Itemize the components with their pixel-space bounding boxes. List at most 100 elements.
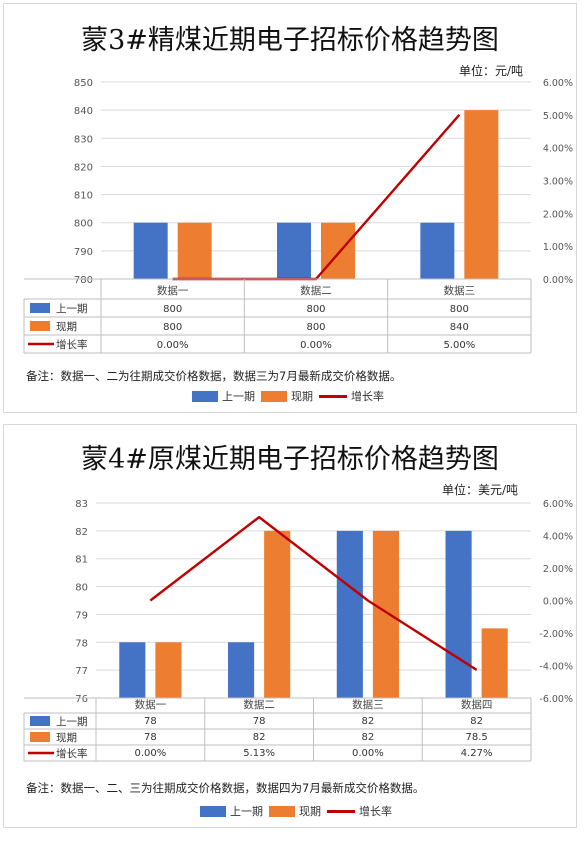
y2-tick-label: 0.00% — [543, 597, 573, 608]
y-tick-label: 76 — [75, 694, 88, 705]
bar-curr — [178, 223, 212, 279]
bar-curr — [373, 531, 399, 698]
table-cell-prev: 78 — [144, 716, 157, 727]
table-cell-curr: 840 — [450, 322, 469, 333]
y-tick-label: 82 — [75, 527, 88, 538]
table-row-header-prev: 上一期 — [56, 716, 88, 728]
y-tick-label: 78 — [75, 638, 88, 649]
y2-tick-label: 5.00% — [543, 111, 573, 122]
x-category-label: 数据一 — [135, 698, 167, 711]
table-key-prev — [30, 303, 50, 313]
bar-prev — [134, 223, 168, 279]
y-tick-label: 790 — [74, 247, 93, 258]
legend-swatch-prev — [200, 806, 226, 817]
legend-swatch-prev — [192, 391, 218, 402]
legend-label-rate: 增长率 — [359, 803, 392, 819]
legend-item-rate: 增长率 — [327, 803, 392, 819]
y2-tick-label: -6.00% — [539, 694, 573, 705]
x-category-label: 数据三 — [444, 284, 476, 297]
y-tick-label: 80 — [75, 583, 88, 594]
table-cell-prev: 82 — [470, 716, 483, 727]
table-cell-curr: 800 — [163, 322, 182, 333]
chart-title: 蒙3#精煤近期电子招标价格趋势图 — [4, 18, 576, 57]
table-cell-rate: 0.00% — [300, 340, 332, 351]
y2-tick-label: -4.00% — [539, 662, 573, 673]
bar-curr — [264, 531, 290, 698]
legend-item-prev: 上一期 — [200, 803, 263, 819]
y-tick-label: 810 — [74, 191, 93, 202]
legend-label-prev: 上一期 — [222, 388, 255, 404]
y2-tick-label: 2.00% — [543, 209, 573, 220]
y-tick-label: 800 — [74, 219, 93, 230]
x-category-label: 数据二 — [243, 698, 275, 711]
x-category-label: 数据三 — [352, 698, 384, 711]
y2-tick-label: 1.00% — [543, 242, 573, 253]
y-tick-label: 77 — [75, 666, 88, 677]
growth-rate-line — [150, 517, 476, 670]
table-cell-prev: 800 — [163, 304, 182, 315]
table-cell-rate: 5.00% — [443, 340, 475, 351]
legend-label-curr: 现期 — [291, 388, 313, 404]
table-cell-curr: 82 — [253, 732, 266, 743]
bar-curr — [482, 628, 508, 698]
table-cell-prev: 800 — [306, 304, 325, 315]
legend-swatch-rate — [327, 810, 355, 813]
table-cell-rate: 4.27% — [461, 748, 493, 759]
chart-note: 备注：数据一、二、三为往期成交价格数据，数据四为7月最新成交价格数据。 — [26, 780, 424, 796]
bar-curr — [155, 642, 181, 698]
chart-title: 蒙4#原煤近期电子招标价格趋势图 — [4, 437, 576, 476]
table-key-curr — [30, 732, 50, 742]
y2-tick-label: 4.00% — [543, 532, 573, 543]
bar-prev — [446, 531, 472, 698]
legend-label-prev: 上一期 — [230, 803, 263, 819]
table-key-prev — [30, 716, 50, 726]
legend-swatch-curr — [261, 391, 287, 402]
table-cell-rate: 0.00% — [134, 748, 166, 759]
table-row-header-curr: 现期 — [56, 321, 77, 333]
chart-legend: 上一期 现期 增长率 — [200, 803, 392, 819]
legend-swatch-curr — [269, 806, 295, 817]
table-key-curr — [30, 321, 50, 331]
table-cell-prev: 82 — [362, 716, 375, 727]
table-cell-rate: 5.13% — [243, 748, 275, 759]
table-cell-curr: 78.5 — [465, 732, 487, 743]
chart-note: 备注：数据一、二为往期成交价格数据，数据三为7月最新成交价格数据。 — [26, 368, 401, 384]
y2-tick-label: 3.00% — [543, 177, 573, 188]
bar-curr — [321, 223, 355, 279]
x-category-label: 数据四 — [461, 698, 493, 711]
table-cell-rate: 0.00% — [352, 748, 384, 759]
y2-tick-label: 2.00% — [543, 564, 573, 575]
y-tick-label: 840 — [74, 106, 93, 117]
y2-tick-label: 4.00% — [543, 144, 573, 155]
y-tick-label: 79 — [75, 610, 88, 621]
legend-item-rate: 增长率 — [319, 388, 384, 404]
table-row-header-curr: 现期 — [56, 732, 77, 744]
y2-tick-label: 6.00% — [543, 499, 573, 510]
table-row-header-prev: 上一期 — [56, 303, 88, 315]
y-tick-label: 83 — [75, 499, 88, 510]
legend-item-curr: 现期 — [269, 803, 321, 819]
bar-prev — [228, 642, 254, 698]
bar-prev — [337, 531, 363, 698]
table-cell-curr: 800 — [306, 322, 325, 333]
table-row-header-rate: 增长率 — [56, 747, 88, 760]
table-cell-rate: 0.00% — [157, 340, 189, 351]
y2-tick-label: 0.00% — [543, 275, 573, 286]
table-cell-curr: 82 — [362, 732, 375, 743]
legend-label-curr: 现期 — [299, 803, 321, 819]
legend-label-rate: 增长率 — [351, 388, 384, 404]
bar-curr — [464, 110, 498, 279]
table-cell-prev: 800 — [450, 304, 469, 315]
y-tick-label: 81 — [75, 555, 88, 566]
bar-prev — [420, 223, 454, 279]
x-category-label: 数据一 — [157, 284, 189, 297]
y-tick-label: 830 — [74, 134, 93, 145]
x-category-label: 数据二 — [300, 284, 332, 297]
table-cell-curr: 78 — [144, 732, 157, 743]
chart-legend: 上一期 现期 增长率 — [192, 388, 384, 404]
y2-tick-label: -2.00% — [539, 629, 573, 640]
bar-prev — [119, 642, 145, 698]
legend-item-curr: 现期 — [261, 388, 313, 404]
